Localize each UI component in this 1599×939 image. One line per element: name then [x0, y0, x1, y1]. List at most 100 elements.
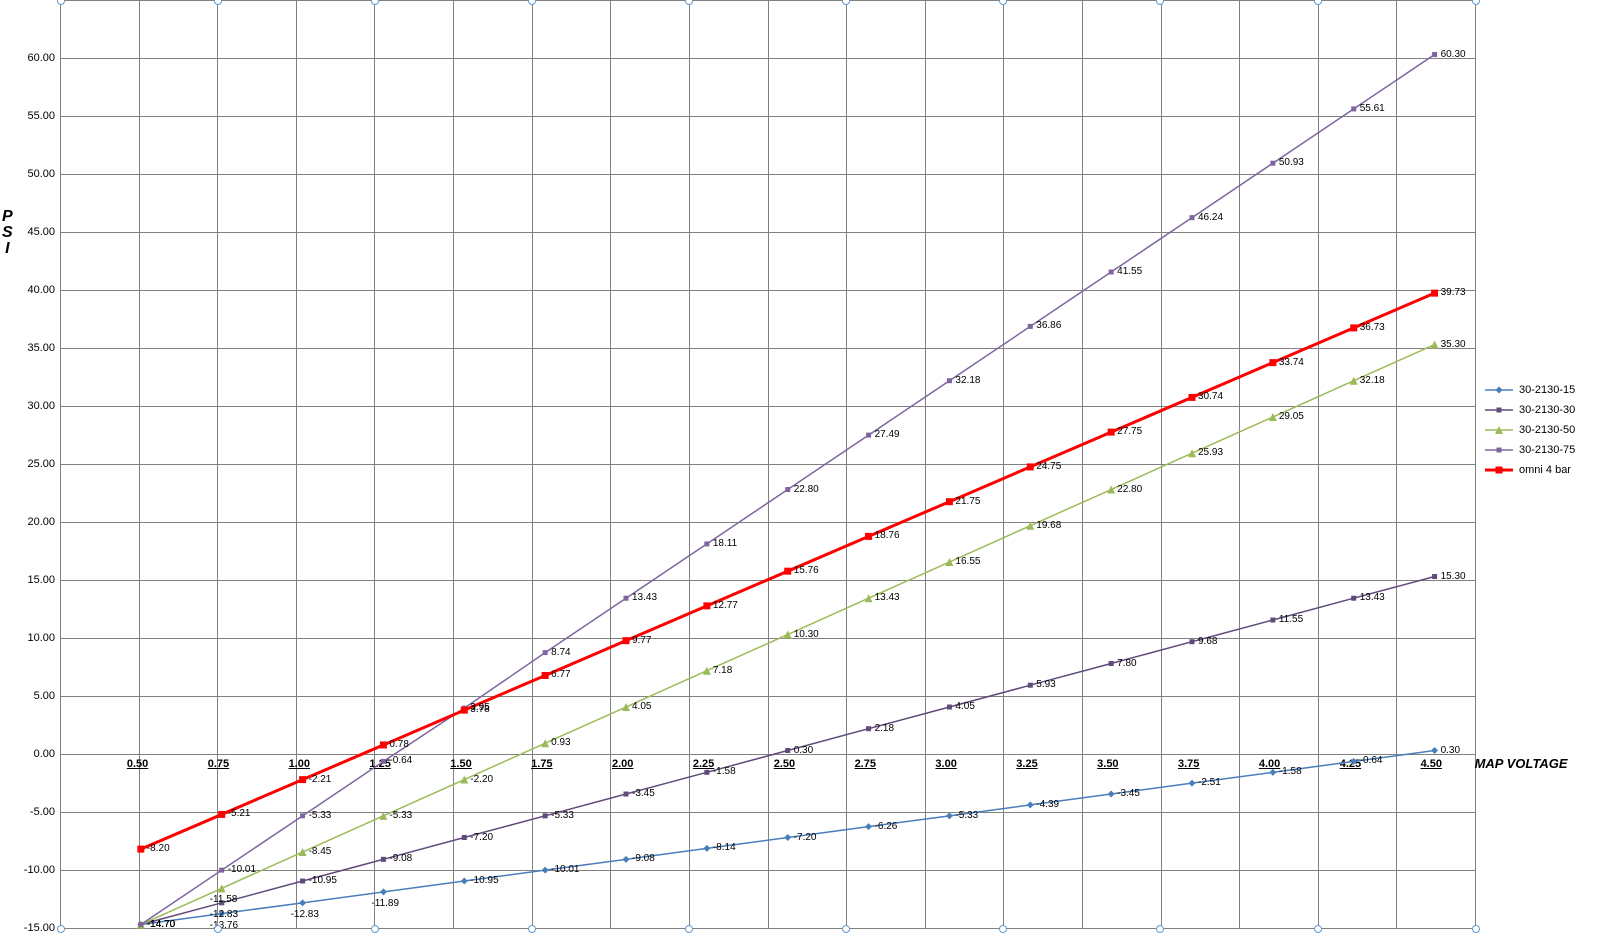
- y-tick-label: 10.00: [15, 632, 55, 644]
- data-label: 0.30: [794, 745, 813, 756]
- legend-item: 30-2130-15: [1485, 380, 1575, 400]
- legend: 30-2130-15 30-2130-30 30-2130-50 30-2130-75…: [1485, 380, 1575, 480]
- data-label: 29.05: [1279, 411, 1304, 422]
- legend-label: omni 4 bar: [1519, 464, 1571, 476]
- legend-label: 30-2130-75: [1519, 444, 1575, 456]
- data-label: 27.49: [875, 429, 900, 440]
- data-label: 10.30: [794, 629, 819, 640]
- data-label: 13.43: [632, 592, 657, 603]
- data-label: -10.95: [309, 875, 337, 886]
- selection-handle: [842, 925, 850, 933]
- data-label: 36.73: [1360, 322, 1385, 333]
- data-label: -5.33: [551, 810, 574, 821]
- data-label: 55.61: [1360, 103, 1385, 114]
- data-label: 12.77: [713, 600, 738, 611]
- data-label: 4.05: [632, 701, 651, 712]
- data-label: 32.18: [955, 375, 980, 386]
- data-label: 4.05: [955, 701, 974, 712]
- data-label: -1.58: [713, 766, 736, 777]
- data-label: 7.80: [1117, 658, 1136, 669]
- y-tick-label: -10.00: [15, 864, 55, 876]
- y-tick-label: 20.00: [15, 516, 55, 528]
- data-label: -2.20: [470, 774, 493, 785]
- data-label: -7.20: [470, 832, 493, 843]
- data-label: 2.18: [875, 723, 894, 734]
- data-label: -4.39: [1036, 799, 1059, 810]
- data-label: -5.33: [955, 810, 978, 821]
- data-label: -9.08: [389, 853, 412, 864]
- data-label: 25.93: [1198, 447, 1223, 458]
- x-axis-title: MAP VOLTAGE: [1475, 756, 1568, 771]
- data-label: -8.45: [309, 846, 332, 857]
- selection-handle: [214, 925, 222, 933]
- data-label: 39.73: [1441, 287, 1466, 298]
- chart-container: 0.500.751.001.251.501.752.002.252.502.75…: [0, 0, 1599, 939]
- selection-handle: [1156, 925, 1164, 933]
- selection-handle: [1472, 0, 1480, 5]
- data-label: -6.26: [875, 821, 898, 832]
- data-label: -8.20: [147, 843, 170, 854]
- data-label: 7.18: [713, 665, 732, 676]
- data-label: 46.24: [1198, 212, 1223, 223]
- data-label: 18.76: [875, 530, 900, 541]
- y-axis-title: PSI: [2, 209, 13, 257]
- data-label: 0.93: [551, 737, 570, 748]
- data-label: -12.83: [210, 909, 238, 920]
- data-label: 6.77: [551, 669, 570, 680]
- data-label: -0.64: [1360, 755, 1383, 766]
- y-tick-label: 35.00: [15, 342, 55, 354]
- data-label: -10.95: [470, 875, 498, 886]
- data-label: -10.01: [228, 864, 256, 875]
- data-label: 19.68: [1036, 520, 1061, 531]
- data-label: -9.08: [632, 853, 655, 864]
- data-label: -11.58: [210, 894, 238, 905]
- data-label: -11.89: [371, 898, 399, 909]
- data-label: 32.18: [1360, 375, 1385, 386]
- data-label: 30.74: [1198, 391, 1223, 402]
- y-tick-label: 5.00: [15, 690, 55, 702]
- data-label: 35.30: [1441, 339, 1466, 350]
- data-label: 36.86: [1036, 320, 1061, 331]
- legend-label: 30-2130-15: [1519, 384, 1575, 396]
- selection-handle: [1472, 925, 1480, 933]
- data-label: 15.76: [794, 565, 819, 576]
- data-label: 60.30: [1441, 49, 1466, 60]
- y-tick-label: -5.00: [15, 806, 55, 818]
- data-label: 16.55: [955, 556, 980, 567]
- plot-area: 0.500.751.001.251.501.752.002.252.502.75…: [60, 0, 1475, 928]
- y-tick-label: 50.00: [15, 168, 55, 180]
- data-label: 33.74: [1279, 357, 1304, 368]
- y-tick-label: 30.00: [15, 400, 55, 412]
- data-label: 0.30: [1441, 745, 1460, 756]
- data-label: 8.74: [551, 647, 570, 658]
- series-svg: [60, 0, 1475, 928]
- data-label: 22.80: [1117, 484, 1142, 495]
- data-label: -2.51: [1198, 777, 1221, 788]
- y-tick-label: 25.00: [15, 458, 55, 470]
- legend-item: 30-2130-30: [1485, 400, 1575, 420]
- legend-item: 30-2130-50: [1485, 420, 1575, 440]
- data-label: -8.14: [713, 842, 736, 853]
- data-label: -5.21: [228, 808, 251, 819]
- data-label: 18.11: [713, 538, 737, 549]
- y-tick-label: 0.00: [15, 748, 55, 760]
- legend-label: 30-2130-50: [1519, 424, 1575, 436]
- data-label: 11.55: [1279, 614, 1303, 625]
- data-label: -12.83: [291, 909, 319, 920]
- gridline-vertical: [1475, 0, 1476, 928]
- data-label: -0.64: [389, 755, 412, 766]
- selection-handle: [999, 925, 1007, 933]
- data-label: 41.55: [1117, 266, 1142, 277]
- data-label: 9.68: [1198, 636, 1217, 647]
- selection-handle: [371, 925, 379, 933]
- gridline-horizontal: [60, 928, 1475, 929]
- data-label: 9.77: [632, 635, 651, 646]
- data-label: -5.33: [309, 810, 332, 821]
- selection-handle: [1314, 925, 1322, 933]
- data-label: 5.93: [1036, 679, 1055, 690]
- data-label: 3.78: [470, 704, 489, 715]
- data-label: 27.75: [1117, 426, 1142, 437]
- y-tick-label: 60.00: [15, 52, 55, 64]
- y-tick-label: -15.00: [15, 922, 55, 934]
- data-label: -7.20: [794, 832, 817, 843]
